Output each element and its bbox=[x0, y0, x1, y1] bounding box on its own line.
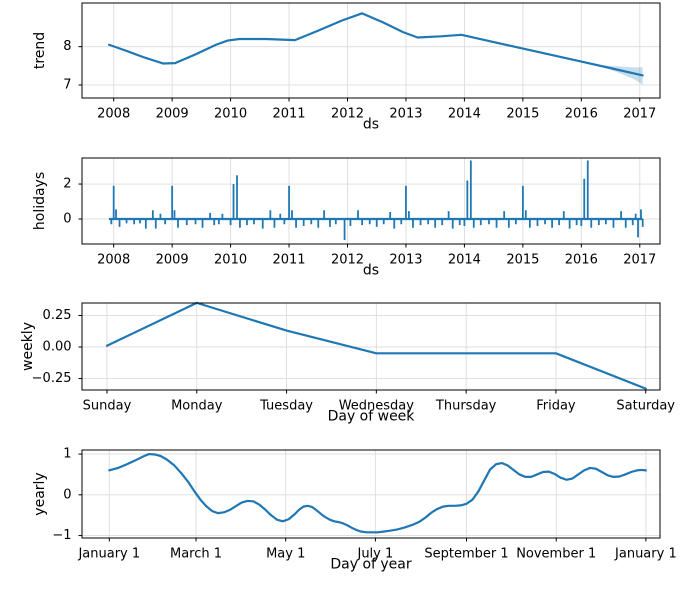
axes-frame bbox=[81, 2, 661, 99]
x-tick-label: Sunday bbox=[83, 398, 132, 413]
x-tick-label: January 1 bbox=[614, 546, 677, 561]
y-axis-label: holidays bbox=[32, 172, 48, 230]
x-tick-label: March 1 bbox=[170, 546, 222, 561]
x-tick-label: Friday bbox=[536, 398, 576, 413]
x-tick-label: January 1 bbox=[77, 546, 140, 561]
y-tick-label: −1 bbox=[52, 528, 71, 543]
x-tick-label: 2016 bbox=[565, 252, 598, 267]
x-tick-label: 2008 bbox=[97, 252, 130, 267]
x-tick-label: 2015 bbox=[506, 106, 539, 121]
y-tick-label: 0.00 bbox=[43, 340, 72, 355]
x-tick-label: 2015 bbox=[506, 252, 539, 267]
x-tick-label: 2011 bbox=[272, 106, 305, 121]
x-tick-label: November 1 bbox=[516, 546, 596, 561]
y-tick-label: 7 bbox=[63, 77, 71, 92]
x-tick-label: 2012 bbox=[331, 252, 364, 267]
y-tick-label: −0.25 bbox=[32, 371, 72, 386]
subplot-holidays: 2008 2009 2010 2011 2012 2013 2014 2015 2016 2017… bbox=[32, 157, 661, 279]
y-tick-label: 0 bbox=[63, 212, 71, 227]
x-tick-label: Tuesday bbox=[259, 398, 313, 413]
x-tick-label: 2012 bbox=[331, 106, 364, 121]
x-tick-label: Saturday bbox=[616, 398, 675, 413]
subplot-weekly: Sunday Monday Tuesday Wednesday Thursday Frid… bbox=[20, 301, 675, 425]
x-tick-label: 2010 bbox=[214, 252, 247, 267]
x-tick-label: 2010 bbox=[214, 106, 247, 121]
x-tick-label: 2009 bbox=[156, 252, 189, 267]
x-axis-label: Day of year bbox=[330, 557, 412, 573]
y-axis-label: yearly bbox=[32, 472, 48, 515]
plot-background bbox=[82, 3, 660, 98]
subplot-trend: 2008 2009 2010 2011 2012 2013 2014 2015 2016 2017… bbox=[32, 2, 661, 133]
x-tick-label: 2014 bbox=[448, 252, 481, 267]
trend-line bbox=[107, 12, 644, 77]
x-tick-label: September 1 bbox=[424, 546, 508, 561]
y-tick-label: 8 bbox=[63, 39, 71, 54]
plot-background bbox=[82, 158, 660, 244]
x-tick-label: 2017 bbox=[623, 106, 656, 121]
x-tick-label: 2008 bbox=[97, 106, 130, 121]
x-tick-label: Thursday bbox=[435, 398, 497, 413]
x-tick-label: Monday bbox=[171, 398, 223, 413]
x-tick-label: July 1 bbox=[356, 546, 393, 561]
x-tick-label: 2013 bbox=[389, 106, 422, 121]
x-tick-label: May 1 bbox=[266, 546, 305, 561]
x-tick-label: 2013 bbox=[389, 252, 422, 267]
x-axis-label: Day of week bbox=[328, 409, 416, 425]
x-tick-label: 2014 bbox=[448, 106, 481, 121]
x-axis-label: ds bbox=[363, 117, 379, 133]
x-tick-label: Wednesday bbox=[339, 398, 415, 413]
subplot-yearly: January 1 March 1 May 1 July 1 September 1 No… bbox=[32, 447, 677, 573]
axes-frame bbox=[81, 157, 661, 245]
axes-frame bbox=[81, 302, 661, 391]
y-tick-label: 0.25 bbox=[43, 308, 72, 323]
y-tick-label: 1 bbox=[63, 447, 71, 462]
y-tick-label: 0 bbox=[63, 487, 71, 502]
x-tick-label: 2009 bbox=[156, 106, 189, 121]
x-axis-label: ds bbox=[363, 263, 379, 279]
plot-background bbox=[82, 450, 660, 538]
plot-background bbox=[82, 303, 660, 390]
y-axis-label: weekly bbox=[20, 322, 36, 371]
yearly-line bbox=[108, 452, 647, 534]
uncertainty-band bbox=[597, 64, 643, 85]
y-axis-label: trend bbox=[32, 32, 48, 69]
x-tick-label: 2017 bbox=[623, 252, 656, 267]
y-tick-label: 2 bbox=[63, 177, 71, 192]
x-tick-label: 2016 bbox=[565, 106, 598, 121]
x-tick-label: 2011 bbox=[272, 252, 305, 267]
axes-frame bbox=[81, 449, 661, 539]
